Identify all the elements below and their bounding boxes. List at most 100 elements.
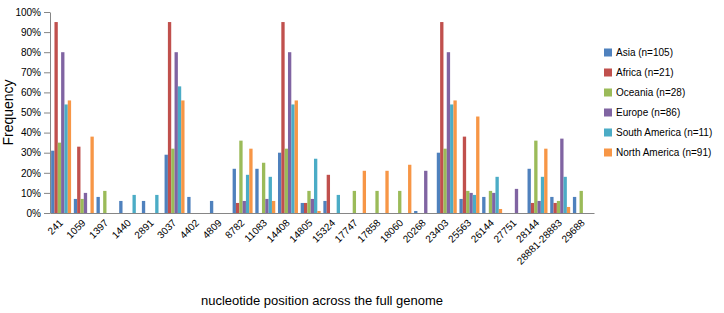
y-tick-label: 60% [21,87,41,98]
bar [466,191,469,213]
x-tick-label: 17747 [332,217,360,245]
bar [408,165,411,213]
y-tick-label: 90% [21,27,41,38]
bar [521,213,524,214]
y-tick: 100% [15,7,50,18]
x-tick: 3037 [155,213,179,241]
series [58,141,583,213]
bar [353,191,356,213]
x-tick: 23403 [423,213,451,245]
bar [288,52,291,213]
bar [512,213,515,214]
bar [375,191,378,213]
y-tick: 10% [21,188,50,199]
bar [492,193,495,213]
legend: Asia (n=105)Africa (n=21)Oceania (n=28)E… [604,47,712,158]
legend-label: Oceania (n=28) [616,87,685,98]
bar [541,177,544,213]
bar [246,175,249,213]
bar [323,201,326,213]
bar [463,137,466,213]
bar [204,213,207,214]
x-tick: 29688 [559,213,587,245]
bar [149,213,152,214]
bar [359,213,362,214]
bar [314,159,317,213]
x-tick-label: 3037 [155,217,179,241]
bar [385,171,388,213]
x-tick-label: 28881-28883 [515,217,565,267]
bar [476,117,479,213]
bar [64,104,67,213]
bar [424,171,427,213]
y-tick-mark [44,92,50,93]
bar [564,177,567,213]
bar [54,22,57,213]
bar [372,213,375,214]
bars [51,22,583,213]
bar [459,199,462,213]
x-tick: 20268 [401,213,429,245]
x-tick-label: 4809 [200,217,224,241]
x-tick-label: 20268 [401,217,429,245]
series [61,52,563,213]
x-tick: 18060 [378,213,406,245]
bar [265,199,268,213]
bar [567,207,570,213]
bar [285,149,288,213]
bar [518,213,521,214]
bar [391,213,394,214]
bar [369,213,372,214]
legend-item: North America (n=91) [604,147,711,158]
bar [119,201,122,213]
bar [126,213,129,214]
x-tick: 14408 [264,213,292,245]
y-tick-mark [44,193,50,194]
plot: 0%10%20%30%40%50%60%70%80%90%100%2411059… [15,7,594,267]
legend-label: South America (n=11) [616,127,712,138]
bar [560,139,563,213]
x-tick-label: 14805 [287,217,315,245]
x-tick: 17858 [355,213,383,245]
bar [201,213,204,214]
bar [453,100,456,213]
legend-item: Africa (n=21) [604,67,674,78]
bar [301,203,304,213]
bar [291,104,294,213]
y-tick: 20% [21,168,50,179]
bar [515,189,518,213]
x-axis-title: nucleotide position across the full geno… [201,293,443,308]
bar [197,213,200,214]
bar [100,213,103,214]
y-tick-mark [44,32,50,33]
bar [181,100,184,213]
bar [194,213,197,214]
bar [132,195,135,213]
bar [586,213,589,214]
bar [489,191,492,213]
bar [363,171,366,213]
x-tick: 25563 [446,213,474,245]
bar [538,201,541,213]
x-tick: 2891 [132,213,156,241]
bar [223,213,226,214]
bar [485,213,488,214]
bar [437,153,440,213]
bar [165,155,168,213]
bar [398,191,401,213]
bar [401,213,404,214]
bar [573,197,576,213]
bar [142,201,145,213]
y-tick-label: 70% [21,67,41,78]
x-tick-label: 1059 [64,217,88,241]
bar [531,203,534,213]
y-tick-mark [44,173,50,174]
bar [382,213,385,214]
y-tick-label: 50% [21,107,41,118]
x-tick: 4809 [200,213,224,241]
bar [97,197,100,213]
bar [405,213,408,214]
x-tick: 15324 [310,213,338,245]
legend-label: Asia (n=105) [616,47,673,58]
y-tick-label: 80% [21,47,41,58]
